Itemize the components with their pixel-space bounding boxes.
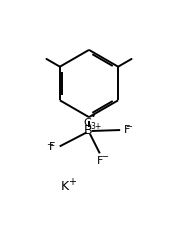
Text: F: F [124,125,130,135]
Text: B: B [84,124,92,137]
Text: F: F [97,156,103,166]
Text: −: − [46,140,53,149]
Text: −: − [101,152,109,161]
Text: −: − [125,122,132,131]
Text: K: K [61,181,69,194]
Text: •: • [91,112,96,121]
Text: C: C [83,118,91,128]
Text: 3+: 3+ [90,122,101,131]
Text: F: F [49,142,55,152]
Text: +: + [68,177,76,187]
